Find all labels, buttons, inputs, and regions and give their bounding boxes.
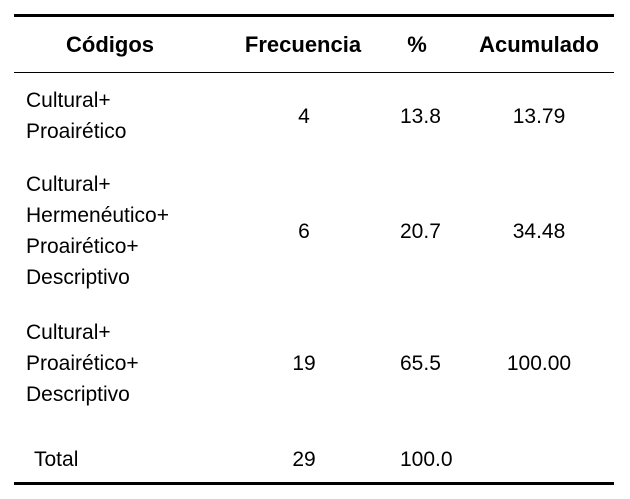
- header-percent: %: [407, 31, 427, 57]
- code-line: Cultural+: [26, 89, 111, 112]
- code-line: Descriptivo: [26, 383, 130, 406]
- total-label: Total: [34, 448, 79, 471]
- row-frequency: 6: [298, 219, 310, 243]
- code-line: Proairético: [26, 120, 127, 143]
- table-header: Códigos Frecuencia % Acumulado: [14, 17, 614, 72]
- code-line: Proairético+: [26, 352, 139, 375]
- code-line: Cultural+: [26, 321, 111, 344]
- header-rule: [14, 72, 614, 73]
- row-cumulative: 34.48: [512, 219, 566, 243]
- code-line: Proairético+: [26, 235, 139, 258]
- code-line: Descriptivo: [26, 266, 130, 289]
- code-line: Hermenéutico+: [26, 204, 169, 227]
- top-rule: [14, 14, 614, 17]
- bottom-rule: [14, 482, 614, 485]
- total-percent: 100.0: [400, 448, 453, 471]
- frequency-table: Códigos Frecuencia % Acumulado Cultural+…: [14, 14, 614, 485]
- table-row: Cultural+ Hermenéutico+ Proairético+ Des…: [14, 169, 614, 293]
- header-frequency: Frecuencia: [244, 31, 362, 57]
- table-row: Cultural+ Proairético+ Descriptivo 19 65…: [14, 317, 614, 410]
- header-cumulative: Acumulado: [479, 31, 599, 57]
- table-row: Cultural+ Proairético 4 13.8 13.79: [14, 85, 614, 147]
- row-frequency: 4: [298, 104, 310, 128]
- row-percent: 13.8: [400, 104, 441, 128]
- row-codes: Cultural+ Proairético+ Descriptivo: [14, 317, 204, 410]
- row-cumulative: 13.79: [512, 104, 566, 128]
- header-codes: Códigos: [66, 31, 154, 57]
- row-frequency: 19: [292, 352, 316, 375]
- row-codes: Cultural+ Hermenéutico+ Proairético+ Des…: [14, 169, 204, 293]
- total-frequency: 29: [292, 448, 316, 471]
- row-percent: 20.7: [400, 219, 441, 243]
- code-line: Cultural+: [26, 173, 111, 196]
- total-row: Total 29 100.0: [14, 444, 614, 475]
- row-codes: Cultural+ Proairético: [14, 85, 204, 147]
- row-percent: 65.5: [400, 352, 441, 375]
- row-cumulative: 100.00: [506, 352, 572, 375]
